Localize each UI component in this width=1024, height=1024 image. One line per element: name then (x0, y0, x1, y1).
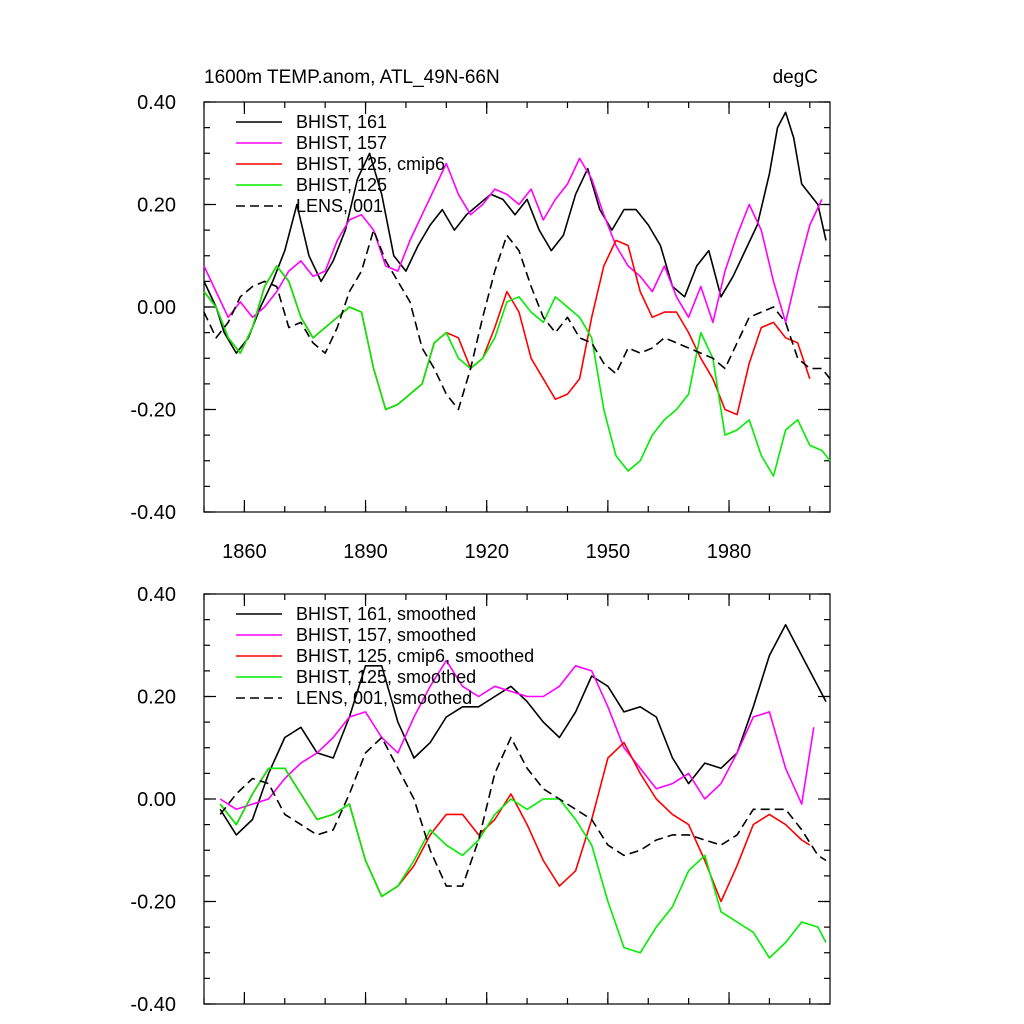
x-tick-label: 1920 (464, 541, 509, 563)
series-line (219, 741, 811, 903)
y-tick-label: 0.00 (137, 789, 176, 811)
chart-title: 1600m TEMP.anom, ATL_49N-66N (204, 67, 500, 88)
legend-label: BHIST, 161, smoothed (296, 604, 476, 624)
x-tick-label: 1950 (586, 541, 631, 563)
legend-label: BHIST, 125, smoothed (296, 667, 476, 687)
legend-label: BHIST, 125, cmip6 (296, 154, 445, 174)
series-line (219, 767, 827, 959)
y-tick-label: -0.40 (130, 994, 176, 1016)
legend-label: LENS, 001, smoothed (296, 688, 472, 708)
x-tick-label: 1890 (343, 541, 388, 563)
series-line (219, 736, 827, 887)
series-line (219, 659, 815, 811)
y-tick-label: 0.00 (137, 297, 176, 319)
series-line (219, 623, 827, 836)
legend-label: LENS, 001 (296, 196, 383, 216)
legend-label: BHIST, 157, smoothed (296, 625, 476, 645)
series-line (203, 157, 823, 324)
chart-units: degC (773, 67, 818, 88)
series-line (203, 111, 827, 354)
bottom-panel: -0.40 -0.20 0.00 0.20 0.40 BHIST, 161, smooth… (130, 584, 831, 1016)
legend-label: BHIST, 125, cmip6, smoothed (296, 646, 534, 666)
legend-label: BHIST, 157 (296, 133, 387, 153)
legend-label: BHIST, 161 (296, 112, 387, 132)
y-tick-label: -0.20 (130, 400, 176, 422)
y-tick-label: 0.40 (137, 92, 176, 114)
legend-label: BHIST, 125 (296, 175, 387, 195)
y-tick-label: 0.40 (137, 584, 176, 606)
series-line (203, 229, 831, 411)
y-tick-label: -0.20 (130, 892, 176, 914)
y-tick-label: -0.40 (130, 502, 176, 524)
x-tick-label: 1980 (707, 541, 752, 563)
y-tick-label: 0.20 (137, 195, 176, 217)
y-tick-label: 0.20 (137, 687, 176, 709)
x-tick-label: 1860 (222, 541, 267, 563)
top-panel: 1600m TEMP.anom, ATL_49N-66N degC -0.40 -… (130, 67, 831, 563)
series-line (203, 265, 831, 477)
